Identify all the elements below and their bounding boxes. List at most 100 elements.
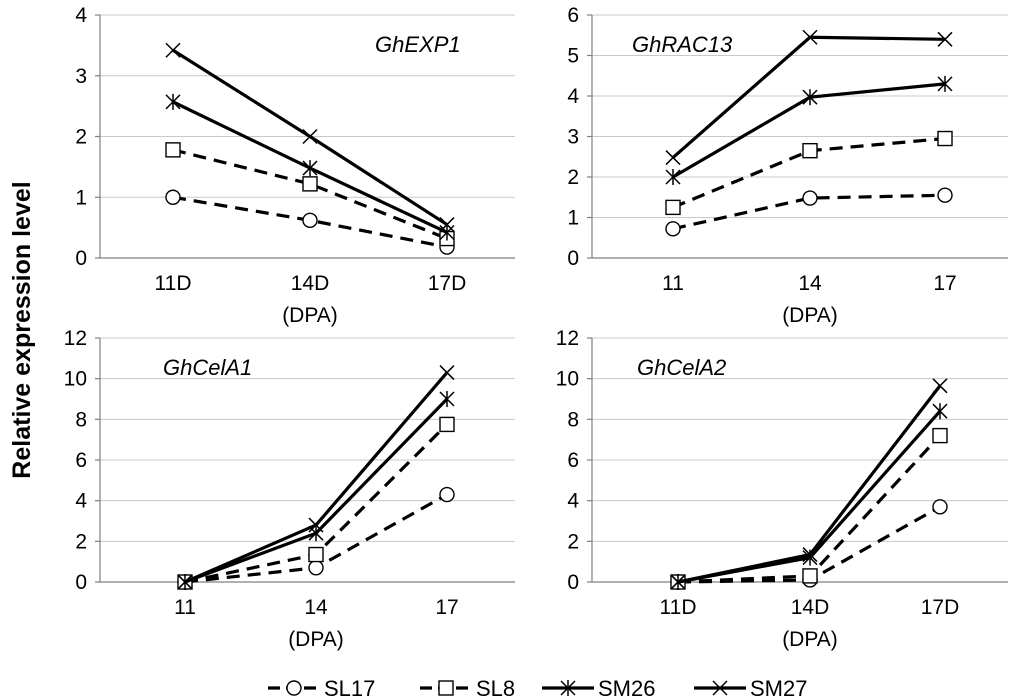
y-tick-label: 4 bbox=[567, 85, 579, 108]
series-line-sl17 bbox=[672, 193, 946, 231]
y-tick-label: 0 bbox=[567, 571, 579, 594]
y-tick-label: 6 bbox=[75, 449, 87, 472]
legend-item-sl8: SL8 bbox=[420, 676, 515, 700]
data-point-sl17 bbox=[439, 486, 455, 503]
y-tick-label: 2 bbox=[75, 126, 87, 149]
data-point-sl8 bbox=[802, 568, 818, 584]
data-point-sl17 bbox=[937, 187, 953, 203]
y-tick-label: 4 bbox=[567, 490, 579, 513]
y-axis-label: Relative expression level bbox=[8, 181, 36, 478]
x-axis-label: (DPA) bbox=[288, 628, 344, 651]
x-axis-label: (DPA) bbox=[282, 304, 338, 327]
data-point-sm27 bbox=[308, 517, 324, 533]
series-sl17 bbox=[665, 187, 953, 237]
y-tick-label: 6 bbox=[567, 449, 579, 472]
series-sl8 bbox=[670, 427, 948, 590]
data-point-sm27 bbox=[439, 365, 455, 381]
x-tick-label: 14 bbox=[798, 272, 822, 295]
chart-panel-ghrac13: 0 1 2 3 4 5 6 11 14 17 (DPA) GhRAC13 bbox=[567, 4, 1008, 327]
x-tick-label: 11 bbox=[662, 272, 684, 295]
data-point-sm26 bbox=[937, 75, 953, 92]
data-point-sm27 bbox=[302, 128, 318, 145]
data-point-sl8 bbox=[665, 199, 681, 216]
x-tick-label: 14D bbox=[291, 272, 330, 295]
chart-title: GhEXP1 bbox=[375, 32, 461, 57]
series-sm26 bbox=[665, 75, 953, 185]
series-sm27 bbox=[177, 365, 455, 590]
data-point-sm26 bbox=[802, 89, 818, 106]
y-tick-label: 2 bbox=[567, 166, 579, 189]
data-point-sm27 bbox=[802, 29, 818, 45]
x-tick-label: 11D bbox=[660, 596, 697, 619]
y-tick-label: 2 bbox=[567, 530, 579, 553]
y-tick-label: 4 bbox=[75, 490, 87, 513]
data-point-sl8 bbox=[802, 142, 818, 159]
x-tick-label: 17 bbox=[933, 272, 956, 295]
data-point-sl17 bbox=[802, 190, 818, 206]
legend-marker-x bbox=[712, 680, 728, 696]
chart-panel-ghexp1: 0 1 2 3 4 11D 14D 17D (DPA) GhEXP1 bbox=[75, 4, 515, 327]
series-line-sl8 bbox=[172, 148, 448, 241]
y-tick-label: 6 bbox=[567, 4, 579, 27]
legend-marker-star bbox=[560, 680, 576, 696]
legend-marker-square bbox=[438, 680, 454, 696]
y-tick-label: 12 bbox=[64, 327, 87, 350]
data-point-sm27 bbox=[937, 31, 953, 47]
x-tick-label: 17D bbox=[921, 596, 960, 619]
y-tick-label: 3 bbox=[567, 126, 579, 149]
data-point-sm26 bbox=[165, 93, 181, 110]
y-tick-label: 3 bbox=[75, 65, 87, 88]
data-point-sl17 bbox=[165, 189, 181, 205]
y-tick-label: 0 bbox=[75, 571, 87, 594]
legend-item-sm26: SM26 bbox=[542, 676, 655, 700]
data-point-sl8 bbox=[932, 427, 948, 444]
x-axis-label: (DPA) bbox=[782, 304, 838, 327]
legend-marker-circle bbox=[286, 680, 302, 696]
x-tick-label: 14 bbox=[304, 596, 328, 619]
legend: SL17 SL8 SM26 SM27 bbox=[268, 676, 807, 700]
series-sl17 bbox=[165, 189, 455, 255]
legend-label: SM26 bbox=[598, 676, 655, 700]
chart-panel-ghcela2: 0 2 4 6 8 10 12 11D 14D 17D (DPA) GhCelA2 bbox=[556, 327, 1008, 651]
data-point-sm26 bbox=[665, 169, 681, 185]
y-tick-label: 8 bbox=[567, 408, 579, 431]
chart-title: GhCelA1 bbox=[163, 355, 252, 380]
data-point-sm27 bbox=[932, 378, 948, 394]
legend-label: SM27 bbox=[750, 676, 807, 700]
data-point-sl17 bbox=[932, 499, 948, 515]
data-point-sl8 bbox=[302, 176, 318, 192]
legend-label: SL8 bbox=[476, 676, 515, 700]
data-point-sl17 bbox=[302, 212, 318, 229]
y-tick-label: 5 bbox=[567, 45, 579, 68]
series-sm26 bbox=[165, 93, 455, 241]
y-tick-label: 1 bbox=[75, 186, 87, 209]
x-axis-label: (DPA) bbox=[782, 628, 838, 651]
data-point-sl17 bbox=[665, 221, 681, 237]
data-point-sm27 bbox=[670, 574, 686, 590]
series-sm27 bbox=[670, 378, 948, 590]
y-tick-label: 4 bbox=[75, 4, 87, 27]
series-sl8 bbox=[665, 130, 953, 216]
legend-label: SL17 bbox=[324, 676, 375, 700]
x-tick-label: 14D bbox=[791, 596, 830, 619]
y-tick-label: 12 bbox=[556, 327, 579, 350]
data-point-sm26 bbox=[439, 224, 455, 241]
data-point-sl8 bbox=[937, 130, 953, 147]
data-point-sm27 bbox=[165, 42, 181, 58]
data-point-sl17 bbox=[308, 560, 324, 576]
chart-panel-ghcela1: 0 2 4 6 8 10 12 11 14 17 (DPA) GhCelA1 bbox=[64, 327, 515, 651]
data-point-sm27 bbox=[439, 217, 455, 233]
series-sl8 bbox=[165, 142, 455, 247]
x-tick-label: 11D bbox=[155, 272, 192, 295]
y-tick-label: 10 bbox=[64, 368, 87, 391]
y-tick-label: 10 bbox=[556, 368, 579, 391]
legend-item-sm27: SM27 bbox=[694, 676, 807, 700]
y-tick-label: 2 bbox=[75, 530, 87, 553]
x-tick-label: 17 bbox=[435, 596, 458, 619]
data-point-sm27 bbox=[665, 150, 681, 166]
data-point-sl8 bbox=[439, 416, 455, 433]
x-tick-label: 17D bbox=[428, 272, 467, 295]
y-tick-label: 0 bbox=[567, 247, 579, 270]
y-tick-label: 1 bbox=[567, 207, 579, 230]
